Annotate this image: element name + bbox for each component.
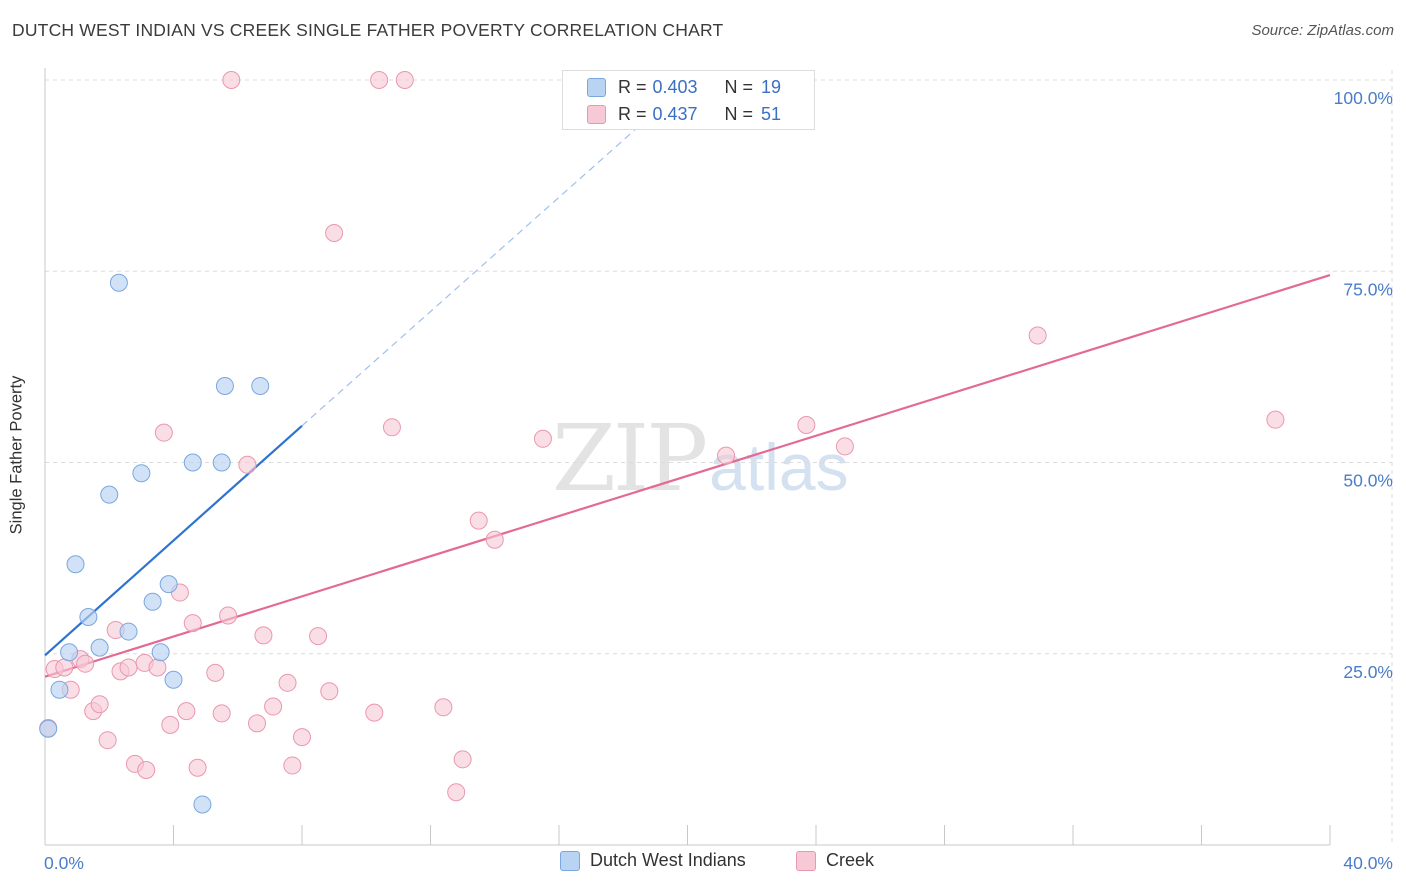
legend-r-label: R = xyxy=(618,103,647,124)
point-creek xyxy=(453,750,472,769)
point-dutch-west-indians xyxy=(193,795,212,814)
point-dutch-west-indians xyxy=(143,592,162,611)
point-dutch-west-indians xyxy=(100,485,119,504)
point-creek xyxy=(206,663,225,682)
trend-line-creek xyxy=(44,274,1331,678)
legend-n-label: N = xyxy=(724,103,754,124)
point-creek xyxy=(248,714,267,733)
legend-swatch-blue xyxy=(587,77,606,97)
point-creek xyxy=(382,418,401,437)
point-creek xyxy=(325,224,344,242)
point-dutch-west-indians xyxy=(183,453,202,472)
point-dutch-west-indians xyxy=(164,670,183,689)
point-creek xyxy=(533,429,552,448)
point-creek xyxy=(797,416,816,435)
point-creek xyxy=(98,731,117,750)
point-creek xyxy=(370,71,389,89)
point-dutch-west-indians xyxy=(119,622,138,641)
point-creek xyxy=(137,761,156,780)
correlation-legend: R = 0.403 N = 19 R = 0.437 N = 51 xyxy=(562,70,815,130)
point-creek xyxy=(1028,326,1047,345)
legend-swatch-pink xyxy=(587,104,606,124)
data-points xyxy=(39,71,1285,814)
legend-n-value: 51 xyxy=(761,103,782,124)
point-creek xyxy=(278,673,297,692)
point-creek xyxy=(161,715,180,734)
x-tick-label-max: 40.0% xyxy=(1343,853,1393,873)
point-dutch-west-indians xyxy=(50,680,69,699)
chart-title: DUTCH WEST INDIAN VS CREEK SINGLE FATHER… xyxy=(12,20,724,40)
point-creek xyxy=(264,697,283,716)
series-swatch-blue xyxy=(560,850,580,871)
point-creek xyxy=(177,702,196,721)
series-legend-dutch-west-indians[interactable]: Dutch West Indians xyxy=(560,850,746,871)
point-dutch-west-indians xyxy=(151,643,170,662)
legend-r-label: R = xyxy=(618,76,647,97)
point-creek xyxy=(183,614,202,633)
y-tick-label: 50.0% xyxy=(1343,471,1393,491)
series-legend-label: Dutch West Indians xyxy=(590,850,746,870)
point-creek xyxy=(119,658,138,677)
point-creek xyxy=(154,423,173,442)
point-creek xyxy=(188,758,207,777)
y-tick-label: 100.0% xyxy=(1334,88,1393,108)
point-dutch-west-indians xyxy=(79,608,98,627)
point-creek xyxy=(434,698,453,717)
point-creek xyxy=(395,71,414,89)
point-dutch-west-indians xyxy=(60,643,79,662)
point-creek xyxy=(447,783,466,802)
axes xyxy=(44,68,1331,846)
point-creek xyxy=(309,627,328,646)
point-creek xyxy=(485,530,504,549)
point-creek xyxy=(55,658,74,677)
source-note: Source: ZipAtlas.com xyxy=(1251,22,1394,39)
legend-n-label: N = xyxy=(724,76,754,97)
point-dutch-west-indians xyxy=(39,719,58,738)
trend-lines xyxy=(44,125,1331,678)
point-creek xyxy=(835,437,854,456)
point-creek xyxy=(293,728,311,747)
series-legend-creek[interactable]: Creek xyxy=(796,850,874,871)
point-creek xyxy=(717,446,736,465)
point-creek xyxy=(148,658,167,677)
point-dutch-west-indians xyxy=(251,377,270,395)
series-legend: Dutch West Indians Creek xyxy=(0,850,1406,878)
series-legend-label: Creek xyxy=(826,850,875,870)
y-tick-label: 75.0% xyxy=(1343,279,1393,299)
point-dutch-west-indians xyxy=(90,638,109,657)
trend-extension-dutch-west-indians xyxy=(301,125,640,427)
point-creek xyxy=(222,71,241,89)
legend-row-creek: R = 0.437 N = 51 xyxy=(587,101,781,127)
y-tick-label: 25.0% xyxy=(1343,662,1393,682)
legend-r-value: 0.403 xyxy=(652,76,698,97)
point-creek xyxy=(1266,410,1285,429)
point-creek xyxy=(90,695,109,714)
point-dutch-west-indians xyxy=(159,575,178,594)
point-creek xyxy=(76,654,95,673)
legend-n-value: 19 xyxy=(761,76,782,97)
point-creek xyxy=(365,703,384,722)
point-creek xyxy=(469,511,488,530)
point-creek xyxy=(283,756,302,775)
series-swatch-pink xyxy=(796,850,816,871)
point-dutch-west-indians xyxy=(109,273,128,292)
x-tick-label-min: 0.0% xyxy=(44,853,84,873)
y-axis-label: Single Father Poverty xyxy=(7,375,26,535)
point-creek xyxy=(212,704,231,723)
point-creek xyxy=(320,682,339,701)
legend-row-dutch-west-indians: R = 0.403 N = 19 xyxy=(587,74,781,100)
point-dutch-west-indians xyxy=(212,453,231,472)
point-dutch-west-indians xyxy=(215,377,234,395)
legend-r-value: 0.437 xyxy=(652,103,698,124)
point-creek xyxy=(219,606,238,625)
point-creek xyxy=(238,455,257,474)
point-dutch-west-indians xyxy=(132,464,151,483)
point-creek xyxy=(254,626,273,645)
point-dutch-west-indians xyxy=(66,555,85,574)
tick-labels: 25.0% 50.0% 75.0% 100.0% 0.0% 40.0% xyxy=(44,88,1393,873)
